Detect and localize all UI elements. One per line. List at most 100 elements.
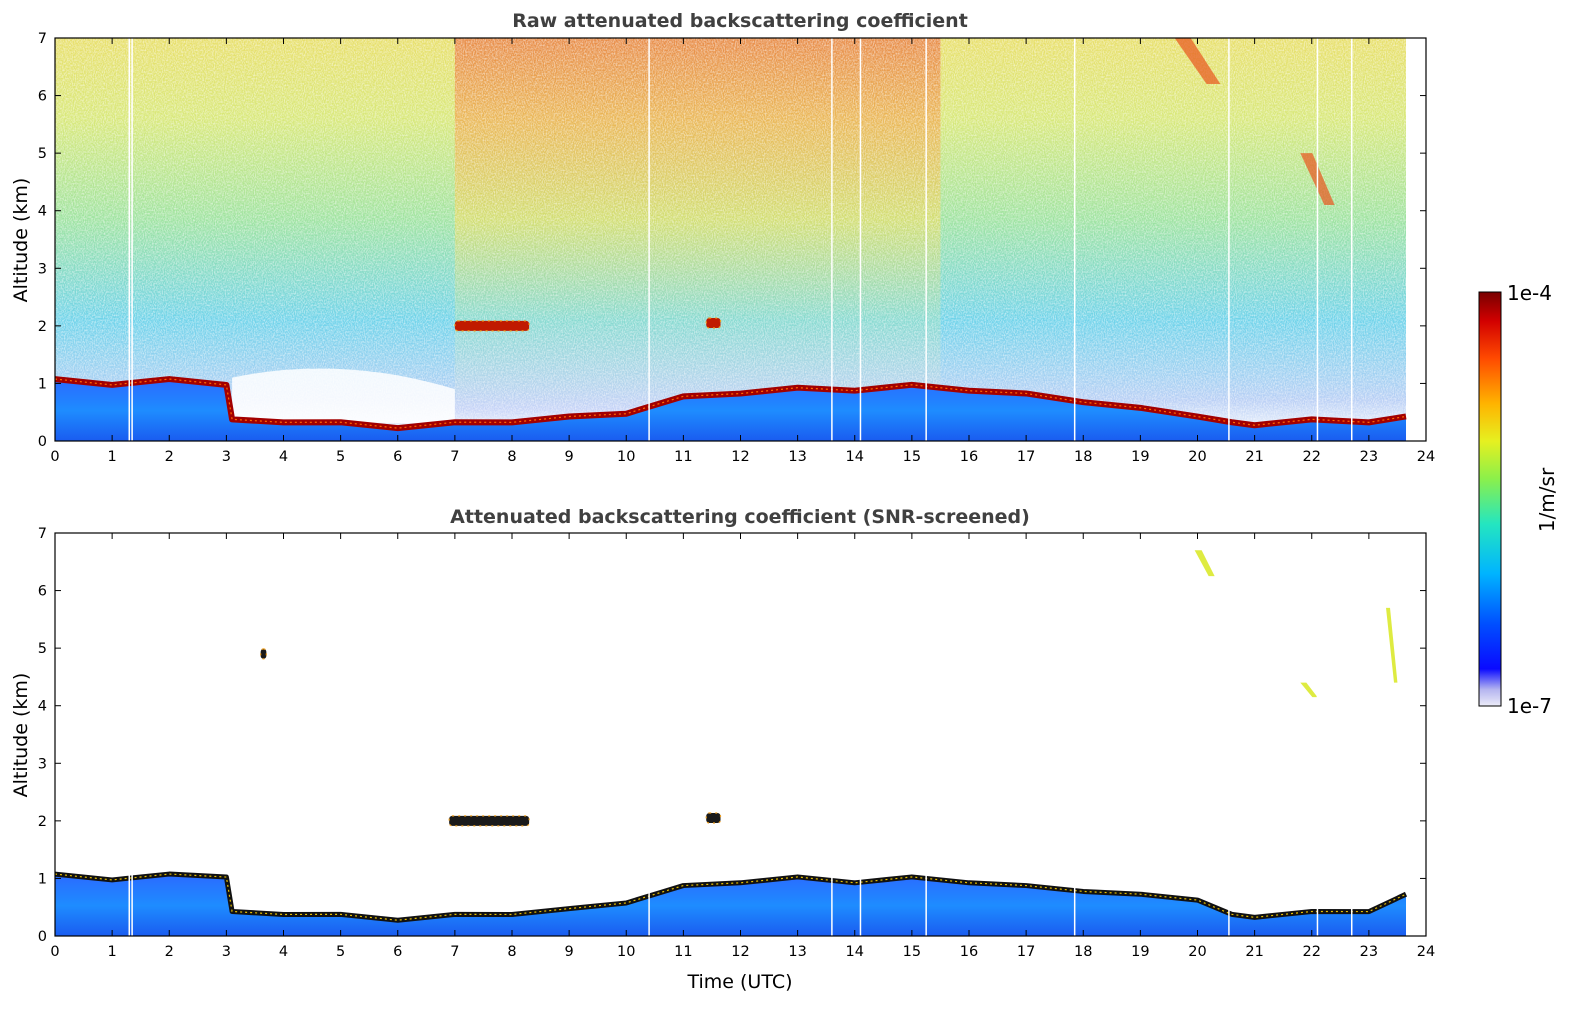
- x-tick-label: 9: [565, 449, 574, 465]
- x-tick-label: 22: [1303, 944, 1321, 960]
- cloud-feature-edge: [260, 648, 267, 660]
- x-tick-label: 13: [788, 449, 806, 465]
- x-tick-label: 19: [1131, 944, 1149, 960]
- x-tick-label: 24: [1417, 944, 1435, 960]
- x-tick-label: 18: [1074, 944, 1092, 960]
- cirrus-feature: [1194, 550, 1215, 577]
- x-tick-label: 1: [108, 449, 117, 465]
- x-tick-label: 19: [1131, 449, 1149, 465]
- cloud-feature: [454, 320, 530, 331]
- x-tick-label: 12: [731, 944, 749, 960]
- x-tick-label: 2: [165, 944, 174, 960]
- cloud-feature: [449, 815, 530, 826]
- y-tick-label: 1: [38, 871, 47, 887]
- clear-region: [232, 368, 455, 424]
- x-tick-label: 15: [903, 449, 921, 465]
- x-tick-label: 15: [903, 944, 921, 960]
- chart-title: Attenuated backscattering coefficient (S…: [450, 506, 1030, 528]
- x-tick-label: 20: [1188, 944, 1206, 960]
- layer-top-signal: [55, 376, 1407, 432]
- y-axis: 0 1 2 3 4 5 6 7: [38, 31, 1426, 450]
- x-tick-label: 7: [450, 449, 459, 465]
- x-tick-label: 7: [450, 944, 459, 960]
- x-tick-label: 6: [393, 944, 402, 960]
- cloud-feature: [706, 812, 721, 823]
- x-tick-label: 1: [108, 944, 117, 960]
- colorbar-gradient: [1478, 291, 1502, 707]
- y-tick-label: 6: [38, 584, 47, 600]
- cloud-feature: [260, 648, 267, 659]
- x-tick-label: 3: [222, 449, 231, 465]
- x-tick-label: 13: [788, 944, 806, 960]
- y-tick-label: 0: [38, 929, 47, 945]
- y-tick-label: 0: [38, 434, 47, 450]
- plot-frame: [54, 532, 1427, 937]
- colorbar-max-label: 1e-4: [1507, 281, 1552, 305]
- x-tick-label: 5: [336, 449, 345, 465]
- cloud-feature-edge: [705, 317, 722, 329]
- x-tick-label: 17: [1017, 449, 1035, 465]
- x-tick-label: 21: [1245, 449, 1263, 465]
- y-tick-label: 3: [38, 756, 47, 772]
- x-tick-label: 11: [674, 944, 692, 960]
- y-tick-label: 6: [38, 89, 47, 105]
- x-tick-label: 24: [1417, 449, 1435, 465]
- colorbar-min-label: 1e-7: [1507, 694, 1552, 718]
- x-tick-label: 16: [960, 944, 978, 960]
- x-tick-label: 5: [336, 944, 345, 960]
- y-tick-label: 4: [38, 204, 47, 220]
- x-tick-label: 12: [731, 449, 749, 465]
- y-axis-label: Altitude (km): [10, 673, 32, 798]
- x-tick-label: 10: [617, 449, 635, 465]
- x-tick-label: 0: [50, 449, 59, 465]
- x-tick-label: 8: [507, 449, 516, 465]
- y-tick-label: 1: [38, 376, 47, 392]
- x-tick-label: 23: [1360, 944, 1378, 960]
- y-tick-label: 5: [38, 146, 47, 162]
- y-axis: 0 1 2 3 4 5 6 7: [38, 526, 1426, 945]
- heatmap-area: [55, 533, 1408, 936]
- y-tick-label: 7: [38, 31, 47, 47]
- colorbar: 1e-4 1e-7 1/m/sr: [1478, 281, 1559, 718]
- aerosol-layer: [55, 380, 1407, 441]
- x-tick-label: 4: [279, 944, 288, 960]
- cloud-feature-edge: [454, 320, 530, 332]
- x-tick-label: 17: [1017, 944, 1035, 960]
- chart-title: Raw attenuated backscattering coefficien…: [512, 10, 968, 32]
- x-tick-label: 8: [507, 944, 516, 960]
- x-tick-label: 22: [1303, 449, 1321, 465]
- x-tick-label: 11: [674, 449, 692, 465]
- x-tick-label: 0: [50, 944, 59, 960]
- cirrus-feature: [1174, 38, 1221, 85]
- raw-backscatter-panel: Raw attenuated backscattering coefficien…: [10, 10, 1435, 465]
- y-tick-label: 3: [38, 261, 47, 277]
- y-axis-label: Altitude (km): [10, 178, 32, 303]
- cloud-feature-edge: [448, 815, 530, 827]
- screened-backscatter-panel: Attenuated backscattering coefficient (S…: [10, 506, 1435, 993]
- x-tick-label: 16: [960, 449, 978, 465]
- x-tick-label: 20: [1188, 449, 1206, 465]
- x-axis: 0 1 2 3 4 5 6 7 8 9 10 11 12 13 14 15 16 17 18 19 20 21 22 23 24: [50, 38, 1435, 465]
- x-tick-label: 18: [1074, 449, 1092, 465]
- x-tick-label: 23: [1360, 449, 1378, 465]
- x-tick-label: 9: [565, 944, 574, 960]
- y-tick-label: 7: [38, 526, 47, 542]
- x-tick-label: 2: [165, 449, 174, 465]
- cloud-feature: [706, 317, 721, 328]
- cirrus-feature: [1386, 607, 1398, 683]
- y-tick-label: 2: [38, 814, 47, 830]
- heatmap-area: [55, 38, 1407, 441]
- x-tick-label: 4: [279, 449, 288, 465]
- x-tick-label: 10: [617, 944, 635, 960]
- x-axis: 0 1 2 3 4 5 6 7 8 9 10 11 12 13 14 15 16 17 18 19 20 21 22 23 24: [50, 533, 1435, 960]
- colorbar-unit-label: 1/m/sr: [1535, 467, 1559, 532]
- y-tick-label: 4: [38, 699, 47, 715]
- x-tick-label: 6: [393, 449, 402, 465]
- x-tick-label: 3: [222, 944, 231, 960]
- layer-top-signal: [55, 871, 1408, 923]
- x-tick-label: 21: [1245, 944, 1263, 960]
- y-tick-label: 5: [38, 641, 47, 657]
- x-tick-label: 14: [846, 449, 864, 465]
- x-axis-label: Time (UTC): [686, 971, 792, 993]
